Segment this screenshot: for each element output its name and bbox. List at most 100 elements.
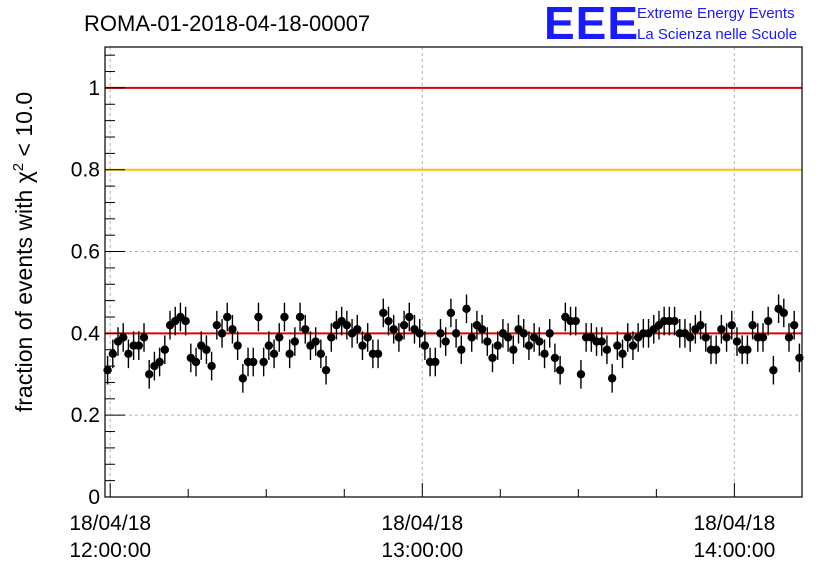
data-point xyxy=(108,339,118,369)
data-point xyxy=(124,339,133,369)
data-point xyxy=(155,347,164,377)
data-point xyxy=(701,323,710,352)
data-point xyxy=(420,331,430,360)
data-point xyxy=(327,323,336,352)
data-point xyxy=(763,306,773,336)
plot-area xyxy=(103,46,804,498)
data-point xyxy=(223,302,232,332)
point-marker xyxy=(207,361,216,371)
point-marker xyxy=(493,341,502,350)
data-point xyxy=(696,310,705,340)
data-point xyxy=(321,355,331,385)
data-point xyxy=(228,314,237,344)
point-marker xyxy=(789,320,799,330)
point-marker xyxy=(321,365,331,375)
data-point xyxy=(394,323,404,352)
data-point xyxy=(269,339,279,369)
data-point xyxy=(477,314,487,344)
point-marker xyxy=(264,341,274,350)
x-tick-date: 18/04/18 xyxy=(381,512,463,535)
data-point xyxy=(571,306,580,336)
logo-line-1: Extreme Energy Events xyxy=(637,5,795,22)
point-marker xyxy=(779,308,788,318)
data-point xyxy=(769,355,778,385)
plot-frame xyxy=(104,46,803,498)
point-marker xyxy=(155,357,164,367)
data-point xyxy=(524,331,534,360)
y-tick-label: 0.2 xyxy=(71,404,100,427)
logo-mark: EEE xyxy=(544,0,639,49)
data-point xyxy=(550,343,560,373)
point-marker xyxy=(685,333,695,342)
point-marker xyxy=(399,320,409,330)
data-point xyxy=(399,310,409,340)
data-point xyxy=(254,302,263,332)
point-marker xyxy=(358,341,367,350)
data-point xyxy=(540,339,549,369)
data-point xyxy=(389,314,398,344)
point-marker xyxy=(597,337,606,346)
y-axis-label: fraction of events with χ2 < 10.0 xyxy=(10,92,37,412)
point-marker xyxy=(509,345,518,354)
data-point xyxy=(743,335,752,365)
point-marker xyxy=(259,357,268,367)
data-point xyxy=(431,347,440,377)
point-marker xyxy=(535,337,544,346)
x-tick-labels: 18/04/18 12:00:00 18/04/18 13:00:00 18/04/18… xyxy=(69,512,775,562)
point-marker xyxy=(618,349,627,359)
x-tick-date: 18/04/18 xyxy=(69,512,151,535)
point-marker xyxy=(202,345,211,354)
y-tick-label: 0.8 xyxy=(71,159,100,182)
point-marker xyxy=(134,341,144,350)
point-marker xyxy=(524,341,534,350)
point-marker xyxy=(124,349,133,359)
point-marker xyxy=(555,365,565,375)
data-point xyxy=(217,319,227,348)
point-marker xyxy=(763,316,773,326)
point-marker xyxy=(415,329,424,338)
data-point xyxy=(373,339,383,369)
y-tick-labels: 0 0.2 0.4 0.6 0.8 1 xyxy=(71,77,101,509)
data-point xyxy=(405,302,414,332)
point-marker xyxy=(342,320,352,330)
data-point xyxy=(415,319,424,348)
data-point xyxy=(722,323,731,352)
point-marker xyxy=(191,357,201,367)
point-marker xyxy=(389,325,398,334)
data-point xyxy=(311,327,320,356)
point-marker xyxy=(550,353,560,363)
data-point xyxy=(628,331,638,360)
data-point xyxy=(503,323,513,352)
logo: EEE Extreme Energy Events La Scienza nel… xyxy=(544,0,797,49)
point-marker xyxy=(784,333,794,342)
y-axis-label-exponent: 2 xyxy=(10,163,27,171)
point-marker xyxy=(477,325,487,334)
point-marker xyxy=(139,333,149,342)
data-point xyxy=(711,335,721,365)
y-tick-label: 0.6 xyxy=(71,241,100,264)
data-point xyxy=(384,306,393,336)
data-point xyxy=(789,310,799,340)
y-tick-label: 1 xyxy=(88,77,100,100)
data-point xyxy=(457,335,466,365)
data-point xyxy=(467,323,476,352)
data-point xyxy=(212,310,222,340)
data-point xyxy=(207,351,216,381)
data-point xyxy=(353,314,362,344)
chart-title: ROMA-01-2018-04-18-00007 xyxy=(84,11,370,36)
data-point xyxy=(732,327,742,356)
data-point xyxy=(555,355,565,385)
data-point xyxy=(717,314,726,344)
point-marker xyxy=(316,349,326,359)
point-marker xyxy=(758,333,768,342)
point-marker xyxy=(280,312,289,322)
data-point xyxy=(316,339,326,369)
data-point xyxy=(545,319,554,348)
axis-ticks xyxy=(105,54,735,498)
point-marker xyxy=(275,333,284,342)
point-marker xyxy=(181,316,190,326)
data-point xyxy=(275,323,284,352)
point-marker xyxy=(108,349,118,359)
data-point xyxy=(623,323,632,352)
data-point xyxy=(618,339,627,369)
